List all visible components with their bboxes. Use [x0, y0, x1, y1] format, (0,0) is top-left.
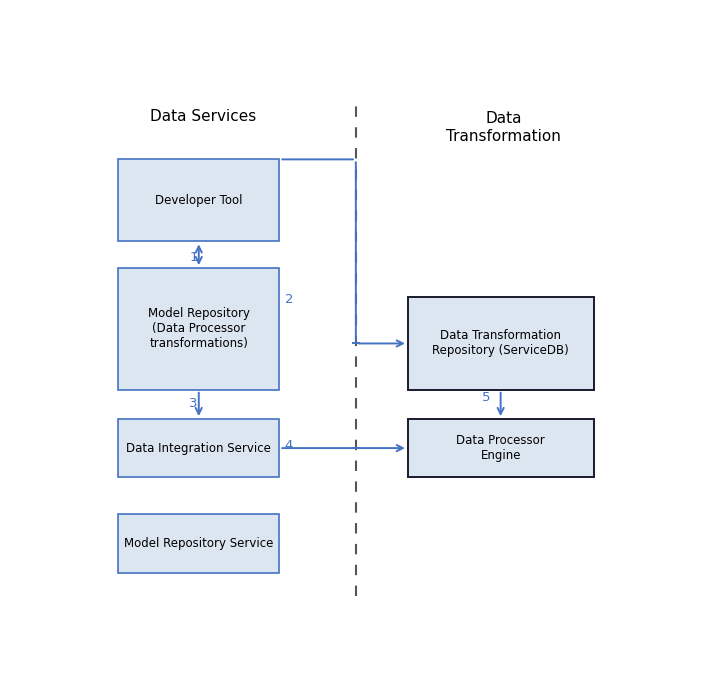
Text: Data Services: Data Services — [149, 109, 256, 125]
Text: 3: 3 — [189, 396, 197, 409]
Text: Model Repository Service: Model Repository Service — [124, 537, 274, 550]
Text: Developer Tool: Developer Tool — [155, 194, 243, 207]
Text: 5: 5 — [482, 391, 490, 405]
Text: 4: 4 — [285, 439, 293, 452]
Bar — [118, 160, 279, 241]
Bar — [118, 268, 279, 390]
Text: Data Integration Service: Data Integration Service — [126, 442, 271, 455]
Text: Data Transformation
Repository (ServiceDB): Data Transformation Repository (ServiceD… — [432, 330, 569, 358]
Text: 1: 1 — [189, 251, 197, 264]
Bar — [118, 419, 279, 477]
Text: Model Repository
(Data Processor
transformations): Model Repository (Data Processor transfo… — [148, 308, 250, 350]
Bar — [407, 297, 594, 390]
Text: Data Processor
Engine: Data Processor Engine — [456, 434, 545, 462]
Text: 2: 2 — [285, 293, 293, 306]
Bar — [407, 419, 594, 477]
Bar — [118, 515, 279, 572]
Text: Data
Transformation: Data Transformation — [446, 111, 560, 144]
